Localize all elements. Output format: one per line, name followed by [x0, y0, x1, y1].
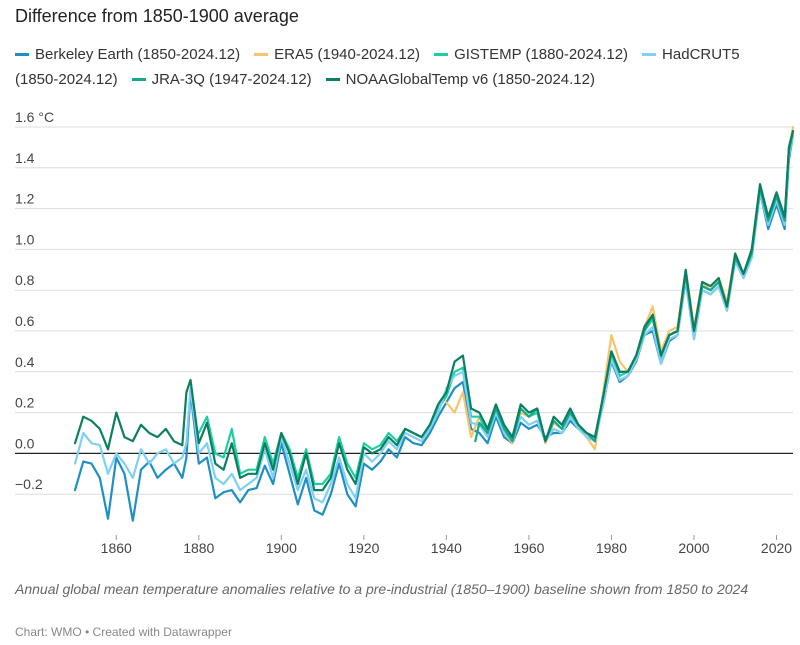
series-line-hadcrut5 — [73, 134, 795, 504]
x-tick-label: 1920 — [348, 540, 379, 556]
series-line-noaaglobaltemp — [73, 130, 795, 492]
legend-swatch — [325, 77, 340, 81]
gridlines — [15, 126, 793, 495]
y-tick-label: 0.0 — [15, 435, 35, 451]
x-tick-label: 2020 — [761, 540, 792, 556]
x-tick-label: 1980 — [596, 540, 627, 556]
y-tick-label: 1.4 — [15, 150, 35, 166]
legend-label: GISTEMP (1880-2024.12) — [454, 46, 629, 63]
y-tick-label: 1.2 — [15, 191, 35, 207]
x-tick-label: 2000 — [678, 540, 709, 556]
legend-swatch — [434, 52, 449, 56]
chart-credit: Chart: WMO • Created with Datawrapper — [15, 625, 232, 639]
x-tick-label: 1940 — [431, 540, 462, 556]
series-line-jra3q — [474, 130, 795, 443]
legend-label: JRA-3Q (1947-2024.12) — [151, 71, 312, 88]
legend-item-era5: ERA5 (1940-2024.12) — [254, 42, 420, 67]
legend-item-gistemp: GISTEMP (1880-2024.12) — [434, 42, 628, 67]
legend-swatch — [15, 52, 29, 56]
legend-item-hadcrut5-cont: (1850-2024.12) — [15, 67, 118, 92]
series-line-gistemp — [197, 130, 795, 486]
legend-item-hadcrut5: HadCRUT5 — [642, 42, 740, 67]
legend-label: ERA5 (1940-2024.12) — [274, 46, 421, 63]
x-tick-label: 1860 — [101, 540, 132, 556]
legend-swatch — [254, 52, 269, 56]
y-tick-label: 0.6 — [15, 313, 35, 329]
legend-label: NOAAGlobalTemp v6 (1850-2024.12) — [345, 71, 595, 88]
chart-caption: Annual global mean temperature anomalies… — [15, 581, 749, 597]
x-axis-ticks: 1860 1880 1900 1920 1940 1960 1980 2000 2020 — [101, 535, 792, 556]
y-axis-ticks: −0.2 0.0 0.2 0.4 0.6 0.8 1.0 1.2 1.4 1.6 °C — [15, 109, 54, 492]
y-tick-label: 0.8 — [15, 272, 35, 288]
y-tick-label: −0.2 — [15, 476, 43, 492]
x-tick-label: 1880 — [183, 540, 214, 556]
y-tick-label: 0.4 — [15, 354, 35, 370]
legend-label: (1850-2024.12) — [15, 71, 118, 88]
chart-legend: Berkeley Earth (1850-2024.12) ERA5 (1940… — [15, 42, 795, 92]
legend-item-noaa: NOAAGlobalTemp v6 (1850-2024.12) — [325, 67, 595, 92]
legend-label: Berkeley Earth (1850-2024.12) — [35, 46, 241, 63]
y-tick-label: 1.0 — [15, 231, 35, 247]
series-line-berkeley — [73, 134, 795, 522]
legend-swatch — [131, 77, 146, 81]
x-tick-label: 1960 — [513, 540, 544, 556]
legend-label: HadCRUT5 — [662, 46, 740, 63]
chart-title: Difference from 1850-1900 average — [15, 6, 299, 26]
legend-item-jra3q: JRA-3Q (1947-2024.12) — [131, 67, 312, 92]
series-line-era5 — [445, 125, 795, 451]
legend-swatch — [642, 52, 657, 56]
series-lines — [73, 125, 795, 522]
x-tick-label: 1900 — [266, 540, 297, 556]
legend-item-berkeley: Berkeley Earth (1850-2024.12) — [15, 42, 240, 67]
y-tick-label: 0.2 — [15, 395, 35, 411]
y-tick-label: 1.6 °C — [15, 109, 54, 125]
line-chart: −0.20.00.20.40.60.81.01.21.41.6 °C 1860 1… — [15, 109, 795, 556]
